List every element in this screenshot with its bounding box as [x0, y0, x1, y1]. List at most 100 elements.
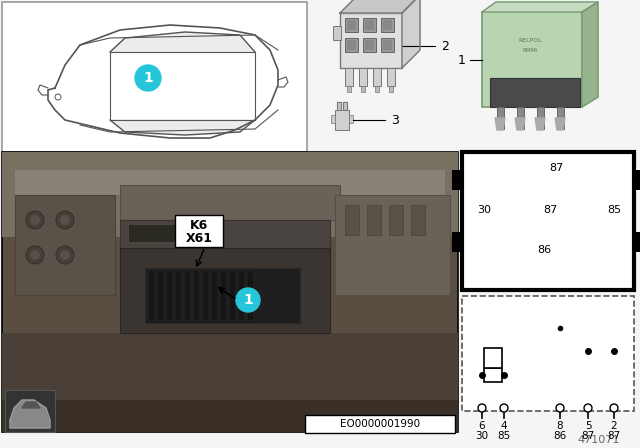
Bar	[367, 205, 381, 235]
Bar	[145, 268, 300, 323]
Bar	[634, 170, 640, 190]
Bar	[229, 270, 235, 320]
Bar	[411, 205, 425, 235]
Bar	[15, 195, 115, 295]
Bar	[120, 185, 340, 220]
Bar	[365, 40, 374, 50]
Bar	[365, 20, 374, 30]
Polygon shape	[402, 0, 420, 68]
Text: 2: 2	[611, 421, 618, 431]
Polygon shape	[340, 0, 420, 13]
Bar	[2, 400, 458, 432]
Bar	[363, 38, 376, 52]
Circle shape	[30, 250, 40, 260]
Circle shape	[60, 215, 70, 225]
Circle shape	[26, 246, 44, 264]
Text: 86: 86	[554, 431, 566, 441]
Bar	[340, 13, 402, 68]
Bar	[634, 232, 640, 252]
Polygon shape	[343, 102, 347, 110]
Bar	[452, 232, 462, 252]
Bar	[347, 40, 356, 50]
Bar	[247, 270, 253, 320]
Bar	[305, 415, 455, 433]
Text: 87: 87	[549, 163, 563, 173]
Text: 1: 1	[243, 293, 253, 307]
Bar	[193, 270, 199, 320]
Bar	[157, 270, 163, 320]
Bar	[345, 38, 358, 52]
Bar	[2, 2, 307, 152]
Bar	[120, 220, 330, 248]
Bar	[375, 86, 379, 92]
Text: 87: 87	[543, 205, 557, 215]
Bar	[345, 68, 353, 86]
Bar	[484, 348, 502, 368]
Bar	[331, 115, 335, 123]
Text: 8: 8	[557, 421, 563, 431]
Text: 87: 87	[607, 431, 621, 441]
Polygon shape	[22, 402, 40, 408]
Bar	[557, 107, 564, 129]
Circle shape	[610, 404, 618, 412]
Circle shape	[56, 246, 74, 264]
Text: 6: 6	[479, 421, 485, 431]
Bar	[517, 107, 524, 129]
Bar	[2, 152, 458, 237]
Bar	[184, 270, 190, 320]
Text: 1: 1	[458, 53, 466, 66]
Circle shape	[26, 211, 44, 229]
Text: 4: 4	[500, 421, 508, 431]
Bar	[220, 270, 226, 320]
Circle shape	[135, 65, 161, 91]
Bar	[5, 390, 55, 432]
Bar	[389, 86, 393, 92]
Bar	[148, 270, 154, 320]
Bar	[349, 115, 353, 123]
Bar	[333, 26, 341, 40]
Text: RM96: RM96	[522, 47, 538, 52]
Polygon shape	[495, 118, 505, 130]
Bar	[537, 107, 544, 129]
Bar	[462, 152, 634, 290]
Bar	[347, 20, 356, 30]
Text: 5: 5	[585, 421, 591, 431]
Text: X61: X61	[186, 232, 212, 245]
Bar	[389, 205, 403, 235]
Polygon shape	[110, 32, 255, 52]
Bar	[462, 296, 634, 411]
Circle shape	[478, 404, 486, 412]
Bar	[2, 333, 458, 432]
Text: 3: 3	[391, 113, 399, 126]
Text: 87: 87	[581, 431, 595, 441]
Bar	[120, 248, 330, 333]
Text: 85: 85	[497, 431, 511, 441]
Circle shape	[60, 250, 70, 260]
Bar	[335, 110, 349, 130]
Bar	[2, 152, 458, 432]
Bar	[482, 12, 582, 107]
Bar	[381, 38, 394, 52]
Text: 30: 30	[477, 205, 491, 215]
Polygon shape	[337, 102, 341, 110]
Text: EO0000001990: EO0000001990	[340, 419, 420, 429]
Polygon shape	[555, 118, 565, 130]
Circle shape	[56, 211, 74, 229]
Bar	[387, 68, 395, 86]
Bar	[211, 270, 217, 320]
Polygon shape	[110, 120, 255, 135]
Bar	[363, 18, 376, 32]
Text: K6: K6	[190, 219, 208, 232]
Bar	[359, 68, 367, 86]
Bar	[347, 86, 351, 92]
Text: RELPOL: RELPOL	[518, 38, 542, 43]
Polygon shape	[482, 2, 598, 12]
Text: 471071: 471071	[578, 435, 620, 445]
Circle shape	[556, 404, 564, 412]
Bar	[462, 2, 638, 150]
Circle shape	[236, 288, 260, 312]
Bar	[490, 78, 580, 107]
Polygon shape	[515, 118, 525, 130]
Polygon shape	[10, 400, 50, 428]
Bar	[484, 368, 502, 382]
